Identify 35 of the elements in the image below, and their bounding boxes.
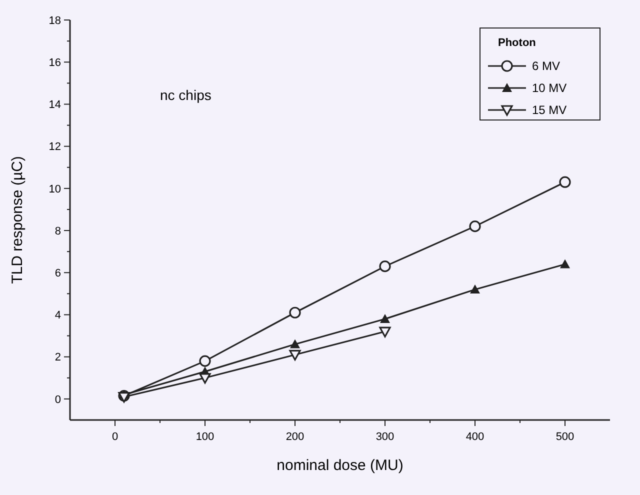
point <box>199 355 211 367</box>
x-tick-label: 200 <box>286 431 304 443</box>
y-tick-label: 10 <box>48 183 61 196</box>
legend-label: 10 MV <box>532 81 567 96</box>
y-tick-label: 4 <box>54 310 61 322</box>
x-tick-label: 500 <box>556 431 574 443</box>
y-tick-label: 12 <box>48 141 61 154</box>
y-tick-label: 14 <box>48 99 61 112</box>
y-tick-label: 2 <box>54 352 61 364</box>
x-tick-label: 300 <box>376 431 394 443</box>
y-tick-label: 6 <box>54 267 61 280</box>
point <box>289 350 301 361</box>
x-tick-label: 0 <box>112 431 118 443</box>
x-tick-label: 400 <box>466 431 484 443</box>
legend-label: 6 MV <box>532 59 560 74</box>
annotation: nc chips <box>160 87 212 103</box>
y-tick-label: 16 <box>48 56 61 69</box>
x-axis-title: nominal dose (MU) <box>276 457 404 474</box>
x-tick-label: 100 <box>196 431 214 443</box>
point <box>199 373 211 384</box>
point <box>470 284 480 294</box>
legend-label: 15 MV <box>532 103 567 118</box>
y-tick-label: 0 <box>54 394 61 406</box>
point <box>380 314 390 323</box>
y-tick-label: 18 <box>48 14 61 27</box>
legend-title: Photon <box>498 37 536 49</box>
point <box>289 306 301 318</box>
point <box>290 339 300 348</box>
point <box>560 259 570 268</box>
point <box>469 220 481 232</box>
point <box>379 260 391 272</box>
point <box>379 326 391 338</box>
point <box>559 176 571 188</box>
y-axis-title: TLD response (µC) <box>9 156 26 284</box>
y-tick-label: 8 <box>54 225 61 238</box>
